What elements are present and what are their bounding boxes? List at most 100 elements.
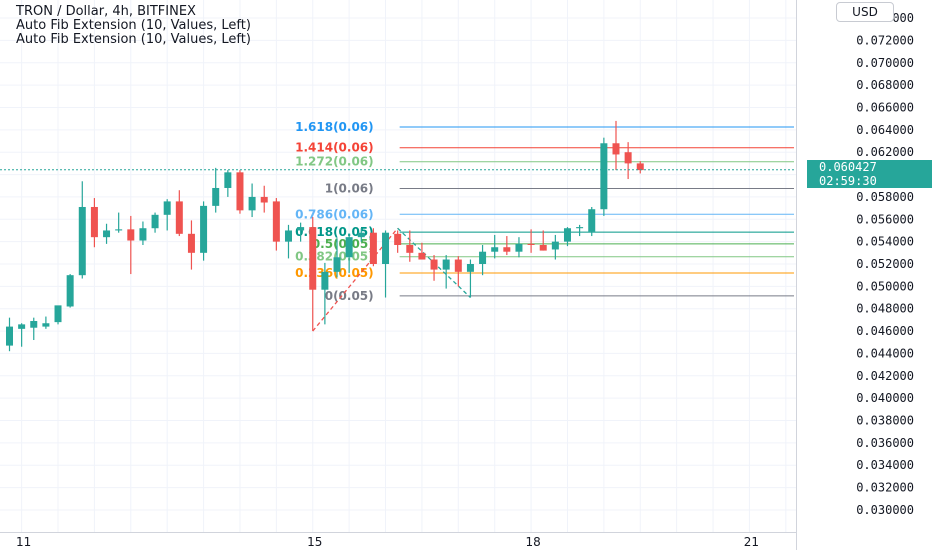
- candle: [503, 236, 511, 256]
- candle-body: [151, 214, 159, 229]
- fib-level-label: 0.786(0.06): [295, 207, 374, 221]
- candle-body: [394, 233, 402, 245]
- price-tick-label: 0.034000: [856, 458, 914, 472]
- candle: [576, 224, 584, 237]
- candle-body: [454, 259, 462, 272]
- candle: [600, 137, 608, 216]
- candle: [527, 229, 535, 253]
- price-tick-label: 0.048000: [856, 302, 914, 316]
- candle-body: [636, 163, 644, 171]
- candle-body: [479, 251, 487, 264]
- candle-body: [139, 228, 147, 241]
- candle: [115, 212, 123, 233]
- price-tick-label: 0.066000: [856, 100, 914, 114]
- candle: [78, 181, 86, 279]
- candle-body: [103, 230, 111, 238]
- candle-body: [236, 172, 244, 211]
- candle: [515, 237, 523, 258]
- candle-body: [406, 244, 414, 253]
- price-tick-label: 0.042000: [856, 369, 914, 383]
- candle-body: [382, 232, 390, 264]
- candle-body: [18, 324, 26, 329]
- candle: [624, 142, 632, 180]
- candle: [406, 230, 414, 262]
- fib-level-label: 1.272(0.06): [295, 155, 374, 169]
- candle: [284, 224, 292, 259]
- price-tick-label: 0.050000: [856, 279, 914, 293]
- candle-body: [78, 206, 86, 276]
- candle-body: [491, 247, 499, 252]
- candle-body: [297, 227, 305, 231]
- price-tick-label: 0.030000: [856, 503, 914, 517]
- candle: [187, 220, 195, 270]
- candle: [382, 230, 390, 298]
- candle: [479, 244, 487, 276]
- candle-body: [576, 227, 584, 229]
- price-tick-label: 0.068000: [856, 78, 914, 92]
- candle: [588, 206, 596, 237]
- candle-body: [357, 232, 365, 238]
- candle-body: [612, 143, 620, 155]
- candle-body: [418, 252, 426, 260]
- candle-body: [54, 305, 62, 323]
- candle-body: [515, 243, 523, 252]
- candle-body: [163, 201, 171, 215]
- candle-body: [624, 152, 632, 164]
- candle-body: [6, 326, 13, 346]
- candle: [369, 228, 377, 267]
- candle: [551, 234, 559, 260]
- price-tick-label: 0.064000: [856, 123, 914, 137]
- price-tick-label: 0.036000: [856, 436, 914, 450]
- candle-body: [430, 259, 438, 270]
- price-tick-label: 0.032000: [856, 481, 914, 495]
- candle: [236, 170, 244, 214]
- candle-body: [42, 323, 50, 327]
- fib-trend-line: [312, 227, 399, 332]
- candle: [66, 274, 74, 308]
- bar-countdown-badge: 02:59:30: [807, 174, 932, 188]
- candle: [260, 185, 268, 213]
- candle-body: [527, 243, 535, 245]
- candle: [54, 305, 62, 325]
- candle-body: [284, 230, 292, 242]
- price-tick-label: 0.040000: [856, 391, 914, 405]
- candle-body: [248, 196, 256, 211]
- candle: [636, 161, 644, 174]
- candle: [563, 227, 571, 247]
- candle: [454, 256, 462, 287]
- candle: [90, 198, 98, 248]
- candle: [612, 120, 620, 171]
- candle: [333, 238, 341, 278]
- time-tick-label: 15: [307, 535, 322, 549]
- candle-body: [309, 227, 317, 290]
- indicator-label-1[interactable]: Auto Fib Extension (10, Values, Left): [16, 18, 251, 33]
- candle-body: [442, 259, 450, 270]
- candle-body: [200, 205, 208, 253]
- candle-body: [345, 237, 353, 258]
- candle-body: [333, 257, 341, 272]
- candle: [151, 212, 159, 233]
- price-tick-label: 0.062000: [856, 145, 914, 159]
- candle: [224, 170, 232, 197]
- candle-body: [272, 201, 280, 242]
- candle: [139, 221, 147, 245]
- candle: [272, 198, 280, 251]
- candle: [30, 317, 38, 341]
- price-tick-label: 0.054000: [856, 235, 914, 249]
- candle: [442, 255, 450, 289]
- candle: [345, 233, 353, 273]
- candle-body: [187, 233, 195, 253]
- candle: [309, 217, 317, 332]
- currency-selector[interactable]: USD: [836, 2, 894, 22]
- price-tick-label: 0.052000: [856, 257, 914, 271]
- candle-body: [321, 271, 329, 290]
- candle: [103, 223, 111, 244]
- time-tick-label: 21: [744, 535, 759, 549]
- candle: [212, 167, 220, 213]
- candle: [200, 201, 208, 261]
- indicator-label-2[interactable]: Auto Fib Extension (10, Values, Left): [16, 32, 251, 47]
- fib-level-label: 1(0.06): [325, 182, 374, 196]
- fib-level-label: 0.5(0.05): [312, 237, 374, 251]
- candle: [466, 259, 474, 298]
